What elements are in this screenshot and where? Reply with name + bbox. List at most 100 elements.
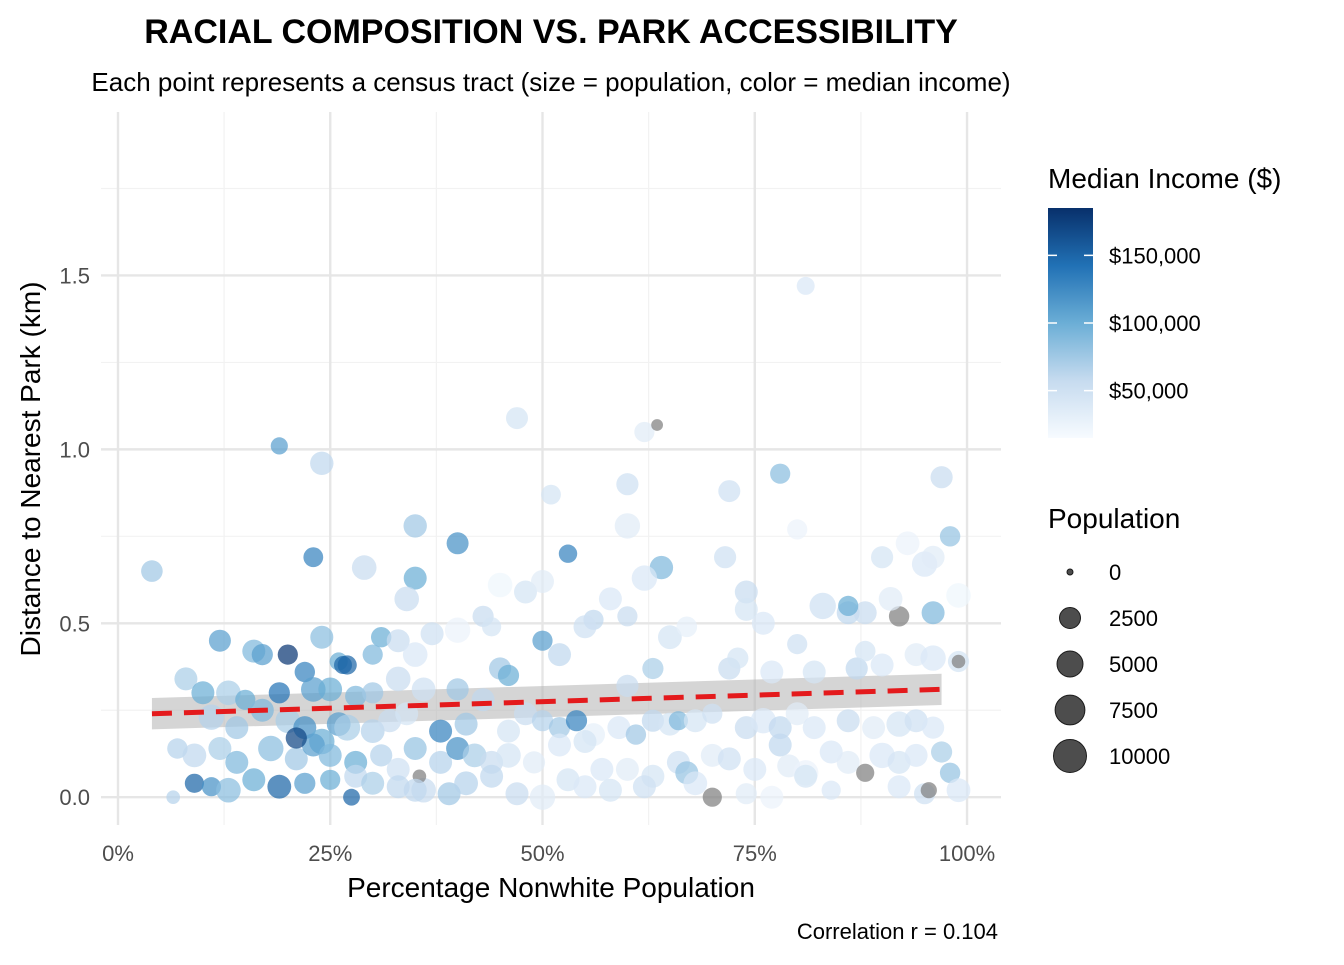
data-point <box>845 657 868 680</box>
data-point <box>802 716 826 740</box>
data-point <box>362 644 383 665</box>
data-point <box>480 764 504 788</box>
data-point <box>225 716 249 740</box>
data-point <box>785 702 809 726</box>
data-point <box>345 685 367 707</box>
data-point <box>548 643 571 667</box>
data-point <box>360 719 385 743</box>
data-point <box>471 688 495 712</box>
data-point <box>862 716 886 740</box>
data-point <box>616 674 639 698</box>
data-point <box>294 661 315 683</box>
size-legend-label: 5000 <box>1109 652 1158 677</box>
data-point <box>558 544 578 563</box>
data-point <box>888 606 910 627</box>
data-point <box>208 737 232 760</box>
data-point <box>454 771 478 796</box>
data-point <box>760 785 784 809</box>
size-legend-symbol <box>1054 694 1086 726</box>
data-point <box>931 741 953 763</box>
size-legend-title: Population <box>1048 503 1180 534</box>
data-point <box>819 740 843 764</box>
x-tick-label: 75% <box>733 841 777 866</box>
data-point <box>821 780 841 800</box>
data-point <box>141 560 163 582</box>
data-point <box>301 733 325 757</box>
data-point <box>939 762 961 783</box>
data-point <box>796 276 815 295</box>
data-point <box>617 606 638 627</box>
data-point <box>856 763 875 782</box>
data-point <box>632 775 656 799</box>
data-point <box>921 545 945 569</box>
data-point <box>258 735 284 762</box>
data-point <box>794 764 818 788</box>
data-point <box>651 419 663 431</box>
size-legend: Population 0 2500 5000 7500 10000 <box>1048 503 1180 773</box>
y-tick-label: 1.0 <box>59 437 90 462</box>
data-point <box>270 437 288 455</box>
data-point <box>836 750 860 774</box>
data-point <box>320 769 341 790</box>
data-point <box>446 678 469 701</box>
data-point <box>668 711 689 731</box>
data-point <box>573 775 597 799</box>
data-point <box>921 601 945 625</box>
data-point <box>496 743 521 768</box>
data-point <box>506 407 528 430</box>
data-point <box>216 777 241 803</box>
data-point <box>184 773 204 793</box>
data-point <box>658 625 682 650</box>
data-point <box>174 667 198 691</box>
size-legend-symbol <box>1053 739 1087 773</box>
size-legend-entries: 0 2500 5000 7500 10000 <box>1053 560 1170 773</box>
data-point <box>497 719 520 743</box>
data-point <box>548 733 571 757</box>
data-point <box>727 647 749 669</box>
color-legend: Median Income ($) $150,000 $100,000 $50,00… <box>1048 163 1281 438</box>
data-point <box>853 601 877 625</box>
data-point <box>497 664 520 687</box>
data-point <box>951 654 966 669</box>
data-point <box>531 710 554 732</box>
data-point <box>403 566 427 590</box>
x-tick-label: 50% <box>520 841 564 866</box>
y-axis-label: Distance to Nearest Park (km) <box>15 282 46 657</box>
colorbar-tick-label: $150,000 <box>1109 243 1201 268</box>
data-point <box>277 644 298 665</box>
data-point <box>573 730 597 753</box>
data-point <box>787 519 808 540</box>
data-point <box>310 451 334 475</box>
data-point <box>403 514 427 538</box>
data-point <box>529 784 556 810</box>
data-point <box>878 587 903 611</box>
trend-line-group <box>151 686 942 717</box>
data-point <box>734 597 758 621</box>
colorbar-tick-label: $100,000 <box>1109 311 1201 336</box>
data-point <box>625 724 647 745</box>
data-point <box>216 680 241 706</box>
data-point <box>532 630 553 651</box>
data-point <box>548 717 571 739</box>
data-points <box>141 276 971 810</box>
data-point <box>702 787 722 807</box>
data-point <box>768 716 792 740</box>
data-point <box>634 421 655 443</box>
data-point <box>598 587 622 611</box>
data-point <box>751 611 775 635</box>
caption: Correlation r = 0.104 <box>797 919 998 944</box>
x-axis-ticks: 0% 25% 50% 75% 100% <box>102 841 995 866</box>
data-point <box>411 677 436 702</box>
data-point <box>371 627 392 648</box>
data-point <box>836 709 860 733</box>
data-point <box>446 532 469 555</box>
data-point <box>482 617 502 637</box>
data-point <box>242 768 266 792</box>
data-point <box>505 782 529 806</box>
size-legend-label: 2500 <box>1109 606 1158 631</box>
data-point <box>920 782 937 799</box>
data-point <box>930 466 953 489</box>
data-point <box>285 727 307 749</box>
color-legend-ticks: $150,000 $100,000 $50,000 <box>1048 243 1201 404</box>
